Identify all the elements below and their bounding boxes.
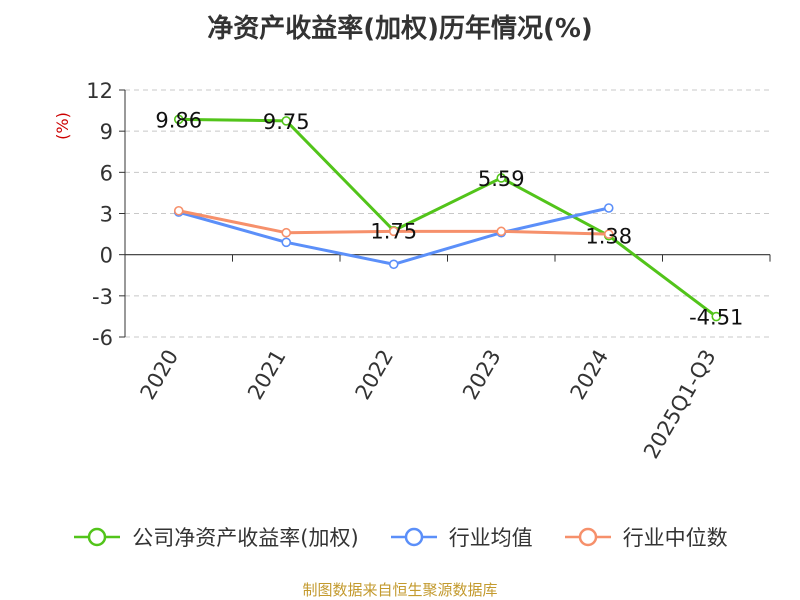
- data-label: 1.38: [585, 225, 632, 249]
- data-point: [603, 229, 614, 239]
- data-label: 9.75: [263, 110, 310, 134]
- data-point: [496, 226, 507, 237]
- x-tick-label: 2020: [136, 346, 184, 404]
- legend-swatch-icon: [390, 527, 437, 547]
- data-point: [603, 203, 614, 213]
- data-point: [281, 116, 292, 126]
- data-label: 1.75: [370, 220, 417, 244]
- legend-label: 公司净资产收益率(加权): [132, 526, 359, 550]
- series-lines: [173, 114, 722, 322]
- data-source-note: 制图数据来自恒生聚源数据库: [302, 581, 498, 599]
- legend-item[interactable]: 行业均值: [389, 522, 533, 552]
- x-tick-label: 2023: [458, 346, 506, 404]
- y-tick-label: 3: [100, 203, 113, 227]
- y-tick-label: 9: [100, 120, 113, 144]
- data-label: 5.59: [478, 167, 525, 191]
- data-point: [173, 114, 184, 125]
- data-point: [711, 311, 722, 322]
- legend: 公司净资产收益率(加权) 行业均值 行业中位数: [0, 522, 800, 552]
- legend-swatch-icon: [74, 527, 121, 547]
- data-labels: 9.86 9.75 1.75 5.59 1.38 -4.51: [155, 108, 743, 329]
- legend-item[interactable]: 公司净资产收益率(加权): [72, 522, 359, 552]
- y-tick-label: 0: [100, 244, 113, 268]
- legend-label: 行业中位数: [622, 526, 728, 550]
- x-tick-label: 2022: [351, 346, 399, 404]
- y-tick-label: -6: [92, 326, 113, 350]
- data-point: [388, 259, 399, 270]
- x-tick-label: 2025Q1-Q3: [639, 346, 721, 463]
- y-axis-unit-label: (%): [53, 112, 72, 140]
- legend-item[interactable]: 行业中位数: [563, 522, 728, 552]
- legend-swatch-icon: [564, 527, 611, 547]
- x-tick-label: 2024: [566, 346, 614, 404]
- y-tick-label: -3: [92, 285, 113, 309]
- chart-title: 净资产收益率(加权)历年情况(%): [207, 14, 593, 44]
- data-label: 9.86: [155, 108, 202, 132]
- x-tick-label: 2021: [243, 346, 291, 404]
- y-tick-label: 12: [86, 79, 113, 103]
- data-point: [281, 227, 292, 238]
- axes: 12 9 6 3 0 -3 -6 2020 2021 2022 2023 2024 2025Q1-Q3: [86, 79, 771, 463]
- legend-label: 行业均值: [448, 526, 533, 550]
- y-tick-label: 6: [100, 161, 113, 185]
- data-point: [388, 226, 399, 237]
- grid-lines: [125, 89, 770, 338]
- data-point: [496, 173, 507, 183]
- data-point: [173, 205, 184, 216]
- data-point: [281, 237, 292, 248]
- series-line: [178, 117, 718, 318]
- data-label: -4.51: [689, 306, 743, 330]
